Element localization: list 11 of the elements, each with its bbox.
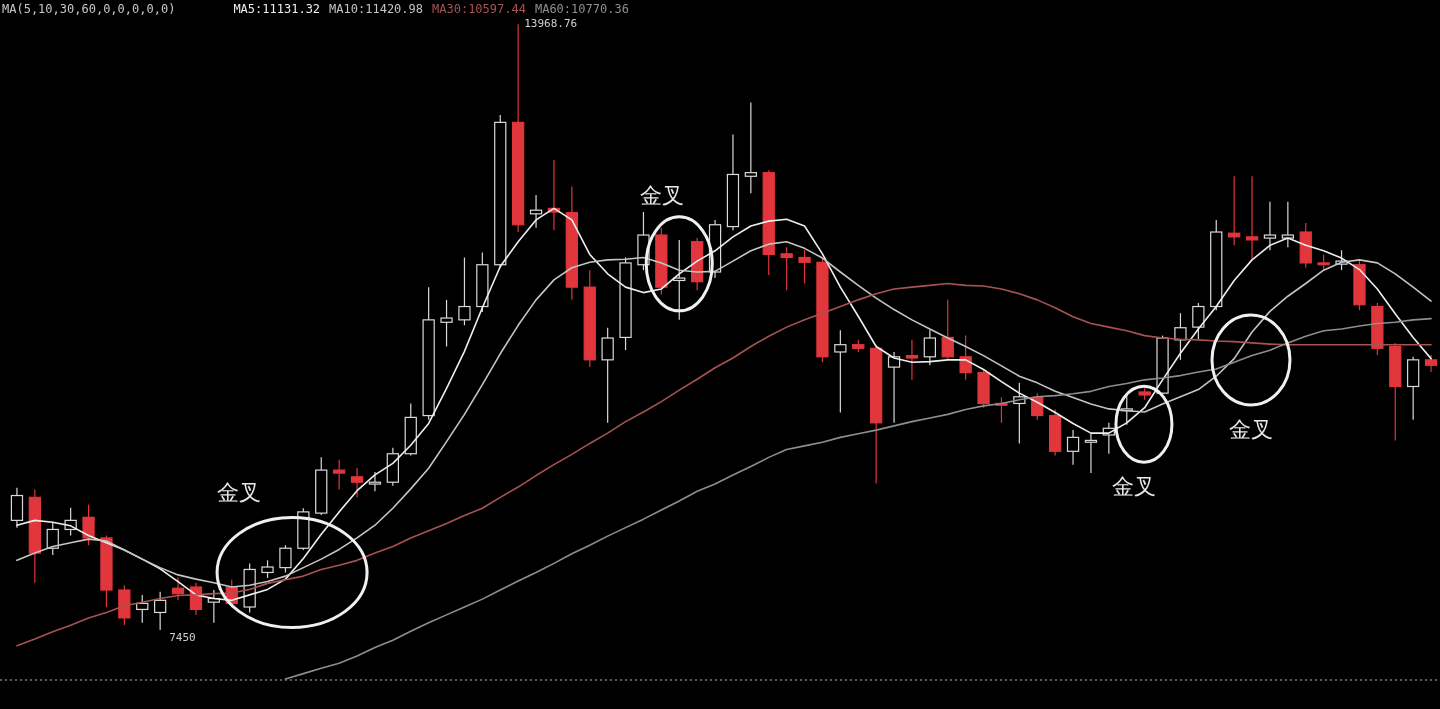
annotation: 金叉 (1229, 417, 1273, 443)
annotation: 金叉 (1111, 473, 1156, 499)
annotation: 13968.76 (524, 16, 578, 30)
series-name: MA5:11131.32 (233, 2, 321, 16)
series-name: MA10:11420.98 (329, 2, 423, 16)
annotation: 金叉 (217, 480, 262, 505)
annotation: 金叉 (640, 183, 685, 209)
series-name: MA60:10770.36 (534, 2, 629, 16)
series-name: MA30:10597.44 (432, 2, 526, 16)
annotation: 7450 (169, 630, 196, 644)
title: MA(5,10,30,60,0,0,0,0,0) (2, 2, 176, 16)
